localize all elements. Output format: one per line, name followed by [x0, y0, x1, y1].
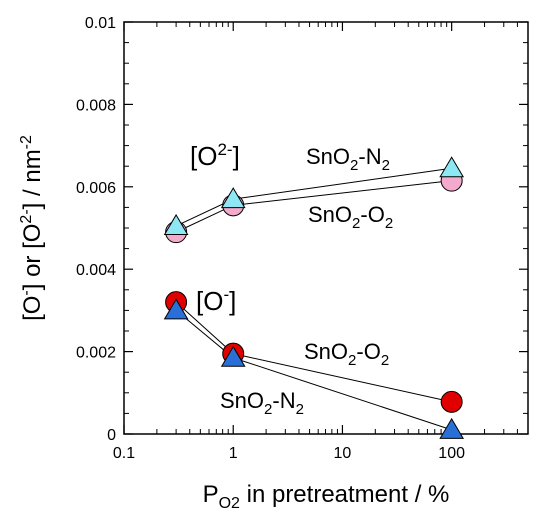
data-point-triangle — [439, 417, 465, 439]
x-tick-label: 10 — [334, 445, 352, 462]
x-tick-label: 0.1 — [113, 445, 135, 462]
y-axis-label: [O-] or [O2-] / nm-2 — [18, 135, 46, 321]
y-tick-label: 0.002 — [76, 345, 116, 362]
data-point-triangle — [163, 213, 189, 235]
series-markers — [163, 156, 465, 439]
data-point-triangle — [220, 345, 246, 367]
x-tick-label: 100 — [438, 445, 465, 462]
annotation-sno2-o2-lower: SnO2-O2 — [304, 339, 389, 369]
data-point-triangle — [439, 156, 465, 178]
y-tick-label: 0.008 — [76, 97, 116, 114]
y-tick-label: 0.004 — [76, 262, 116, 279]
y-tick-label: 0 — [107, 427, 116, 444]
data-point-circle — [440, 390, 463, 413]
axis-ticks — [123, 21, 528, 435]
annotation-ominus-label: [O-] — [196, 285, 236, 316]
x-axis-label: PO2 in pretreatment / % — [203, 481, 450, 512]
annotation-sno2-n2-lower: SnO2-N2 — [220, 388, 304, 418]
annotation-sno2-o2-upper: SnO2-O2 — [308, 202, 393, 232]
annotation-o2minus-label: [O2-] — [190, 140, 240, 171]
y-tick-label: 0.006 — [76, 180, 116, 197]
y-tick-label: 0.01 — [85, 15, 116, 32]
tick-labels: 0.1 1 10 100 0 0.002 0.004 0.006 0.008 0.01 — [76, 15, 465, 462]
series-line-3 — [175, 310, 452, 431]
x-tick-label: 1 — [229, 445, 238, 462]
data-point-triangle — [220, 187, 246, 209]
data-point-triangle — [163, 298, 189, 320]
annotation-sno2-n2-upper: SnO2-N2 — [306, 144, 390, 174]
